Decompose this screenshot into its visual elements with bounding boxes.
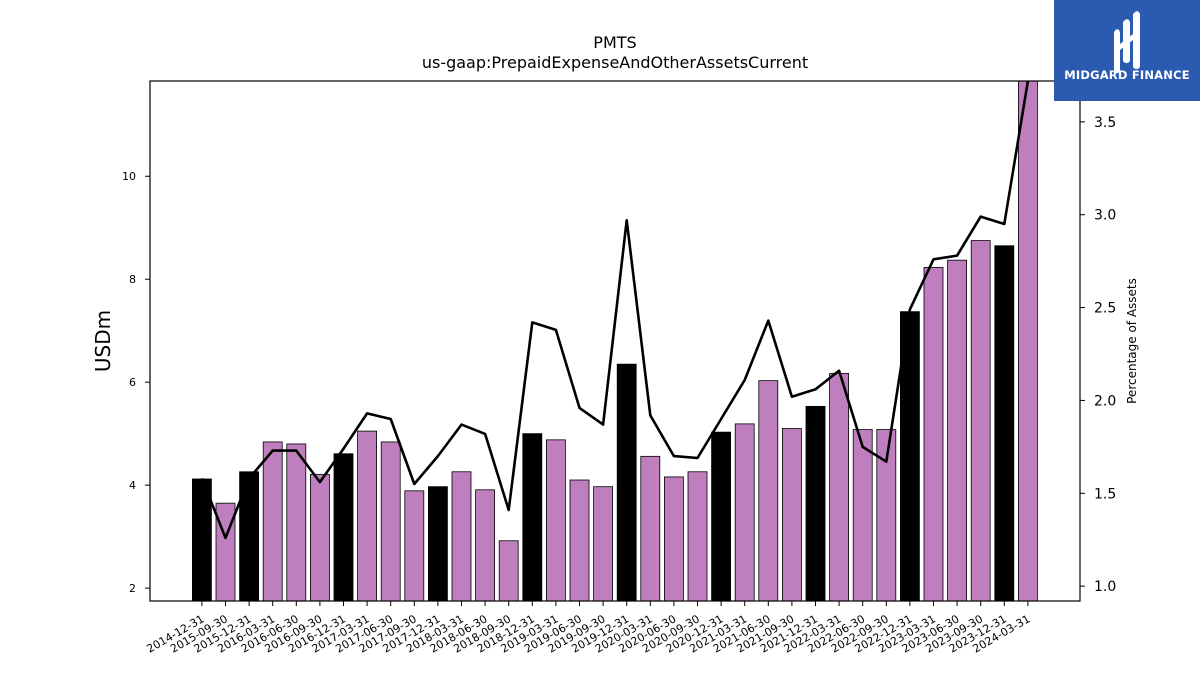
y-tick-label: 2	[129, 582, 136, 595]
bar-2018-12-31	[522, 433, 543, 602]
bar-2021-12-31	[805, 405, 826, 602]
bar-2017-03-31	[357, 430, 378, 602]
bar-2016-06-30	[286, 443, 307, 602]
midgard-finance-logo: MIDGARD FINANCE	[1054, 0, 1200, 101]
y-tick-label: 6	[129, 376, 136, 389]
bars-layer	[191, 80, 1038, 602]
axes-layer: 2468101.01.52.02.53.03.52014-12-312015-0…	[122, 80, 1116, 656]
y2-axis-label: Percentage of Assets	[1125, 278, 1139, 404]
bar-2017-09-30	[404, 490, 425, 602]
bar-2018-09-30	[498, 540, 519, 602]
bar-2021-03-31	[734, 423, 755, 602]
y-axis-label: USDm	[91, 310, 115, 372]
y2-tick-label: 1.5	[1094, 486, 1116, 502]
y-tick-label: 4	[129, 479, 136, 492]
y-tick-label: 10	[122, 170, 136, 183]
y2-tick-label: 1.0	[1094, 579, 1116, 595]
bar-2023-03-31	[923, 266, 944, 602]
bar-2022-03-31	[829, 373, 849, 602]
bar-2020-09-30	[687, 471, 708, 602]
y2-tick-label: 3.5	[1094, 115, 1116, 131]
y2-tick-label: 2.5	[1094, 301, 1116, 317]
bar-2021-06-30	[758, 380, 779, 602]
bar-2018-06-30	[475, 489, 496, 602]
bar-2023-12-31	[994, 245, 1015, 602]
bar-2020-12-31	[711, 431, 731, 602]
bar-2019-12-31	[616, 363, 637, 602]
bar-2017-12-31	[427, 486, 448, 602]
bar-2023-06-30	[947, 259, 967, 602]
y-tick-label: 8	[129, 273, 136, 286]
bar-2020-06-30	[664, 476, 684, 602]
y2-tick-label: 2.0	[1094, 393, 1116, 409]
bar-2019-06-30	[569, 479, 590, 602]
bar-2020-03-31	[640, 455, 661, 602]
chart-subtitle: us-gaap:PrepaidExpenseAndOtherAssetsCurr…	[422, 53, 808, 72]
bar-2023-09-30	[970, 240, 991, 602]
bar-2017-06-30	[380, 441, 401, 602]
bar-2015-12-31	[239, 471, 260, 602]
midgard-logo-icon	[1114, 11, 1140, 73]
bar-2016-03-31	[262, 441, 283, 602]
bar-2018-03-31	[451, 471, 472, 602]
line-layer	[200, 80, 1030, 540]
bar-2022-06-30	[852, 429, 873, 602]
bar-2019-03-31	[546, 439, 566, 602]
bar-2019-09-30	[593, 486, 613, 602]
plot-frame	[149, 80, 1081, 602]
y2-tick-label: 3.0	[1094, 208, 1116, 224]
bar-2021-09-30	[782, 428, 802, 602]
chart-title: PMTS	[593, 33, 636, 52]
bar-2016-12-31	[333, 453, 354, 602]
bar-2016-09-30	[309, 473, 330, 602]
percentage-of-assets-line	[200, 80, 1030, 540]
logo-text: MIDGARD FINANCE	[1064, 68, 1190, 82]
bar-2024-03-31	[1018, 80, 1038, 602]
